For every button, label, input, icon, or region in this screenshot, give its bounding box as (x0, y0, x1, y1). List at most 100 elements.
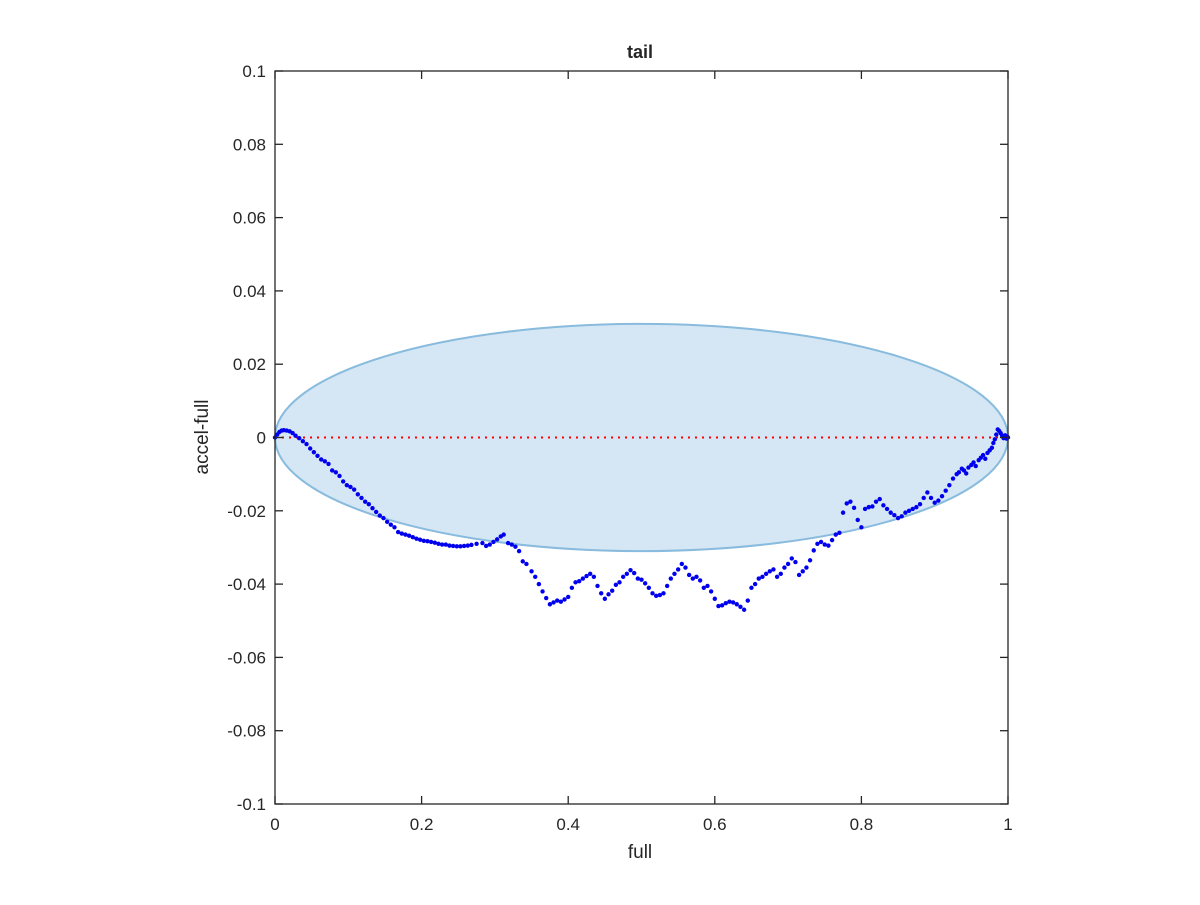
data-point (606, 592, 611, 597)
data-point (932, 500, 937, 505)
data-point (454, 544, 459, 549)
data-point (983, 456, 988, 461)
data-point (738, 604, 743, 610)
data-point (686, 572, 692, 578)
data-point (906, 508, 912, 513)
data-point (917, 502, 923, 507)
data-point (679, 561, 685, 567)
x-tick-label: 0.2 (410, 815, 434, 834)
y-tick-label: 0.02 (233, 355, 266, 374)
data-point (576, 578, 582, 584)
x-tick-label: 0.4 (556, 815, 580, 834)
data-point (833, 532, 838, 537)
data-point (395, 529, 401, 535)
data-point (796, 572, 802, 578)
data-point (480, 540, 485, 546)
data-point (595, 583, 600, 589)
data-point (844, 501, 849, 506)
data-point (587, 571, 593, 577)
data-point (848, 499, 853, 504)
data-point (723, 600, 728, 606)
chart-title: tail (627, 42, 653, 62)
data-point (804, 565, 809, 570)
data-point (344, 482, 350, 488)
data-point (410, 534, 416, 540)
data-point (829, 537, 835, 543)
data-point (877, 496, 882, 502)
data-point (966, 465, 971, 470)
data-point (947, 482, 952, 488)
y-tick-label: 0 (257, 429, 266, 448)
data-point (928, 495, 934, 501)
data-point (756, 576, 761, 581)
data-point (447, 543, 452, 548)
data-point (716, 603, 721, 609)
data-point (980, 452, 986, 458)
data-point (337, 473, 342, 479)
data-point (793, 559, 798, 565)
data-point (569, 585, 575, 590)
y-tick-label: -0.02 (227, 502, 266, 521)
data-point (782, 565, 787, 570)
data-point (705, 583, 710, 589)
data-point (657, 592, 663, 598)
data-point (639, 577, 644, 582)
data-point (741, 607, 747, 612)
data-point (348, 484, 353, 490)
data-point (318, 457, 324, 462)
data-point (491, 539, 496, 545)
data-point (708, 589, 714, 594)
data-point (293, 433, 298, 438)
data-point (763, 571, 769, 577)
data-point (855, 517, 860, 523)
data-point (315, 453, 320, 459)
data-point (822, 542, 827, 547)
data-point (727, 599, 732, 604)
data-point (617, 580, 622, 585)
data-point (840, 510, 846, 515)
data-point (785, 561, 791, 567)
data-point (551, 600, 556, 605)
data-point (837, 530, 842, 535)
data-point (296, 436, 302, 441)
data-point (994, 432, 999, 437)
data-point (584, 573, 589, 579)
data-point (370, 506, 375, 511)
x-tick-label: 0.6 (703, 815, 727, 834)
data-point (873, 499, 879, 504)
data-point (631, 570, 637, 576)
data-point (417, 537, 423, 542)
y-tick-label: -0.04 (227, 575, 266, 594)
data-point (421, 538, 426, 544)
data-point (558, 599, 564, 604)
data-point (991, 440, 996, 446)
data-point (668, 576, 674, 581)
data-point (609, 588, 615, 593)
data-point (436, 541, 441, 546)
data-point (458, 544, 463, 549)
data-point (340, 479, 346, 484)
data-point (910, 506, 915, 512)
data-point (964, 471, 969, 476)
data-point (771, 567, 776, 572)
data-point (712, 596, 717, 601)
data-point (544, 595, 549, 601)
data-point (672, 571, 677, 577)
y-tick-label: -0.06 (227, 648, 266, 667)
data-point (862, 506, 868, 512)
data-point (895, 515, 901, 521)
data-point (870, 504, 875, 509)
data-point (540, 589, 545, 594)
data-point (505, 540, 511, 546)
data-point (474, 541, 479, 546)
data-point (730, 600, 736, 605)
data-point (973, 463, 978, 469)
data-point (664, 583, 670, 589)
data-point (971, 460, 976, 465)
data-point (494, 537, 500, 542)
data-point (956, 470, 962, 475)
data-point (653, 593, 659, 599)
data-point (509, 542, 514, 547)
data-point (333, 470, 339, 475)
